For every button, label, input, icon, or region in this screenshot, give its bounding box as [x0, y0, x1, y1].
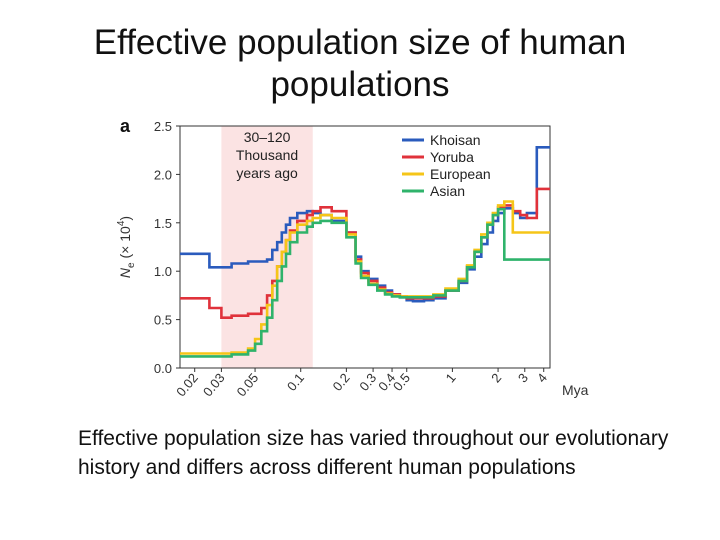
y-tick-label: 1.5 [154, 216, 172, 231]
plot-frame [179, 125, 551, 369]
y-axis-label: Ne (× 104) [116, 216, 137, 278]
x-axis-label: Mya [562, 382, 589, 398]
shaded-region-label: Thousand [236, 147, 298, 163]
population-size-chart: 30–120 Thousand years ago 0.0 0.5 1.0 1.5 2.0 2.… [116, 116, 589, 399]
x-tick-label: 1 [443, 370, 459, 385]
slide-caption: Effective population size has varied thr… [78, 427, 669, 479]
shaded-region-label: years ago [236, 165, 298, 181]
x-tick-label: 4 [534, 370, 550, 385]
x-tick-label: 0.05 [234, 370, 262, 399]
y-tick-label: 2.5 [154, 119, 172, 134]
x-tick-label: 0.5 [390, 370, 413, 393]
y-tick-label: 2.0 [154, 167, 172, 182]
x-tick-label: 0.2 [330, 370, 353, 393]
x-tick-label: 2 [488, 370, 504, 385]
slide-title: Effective population size of human popul… [93, 23, 627, 104]
x-tick-label: 0.03 [200, 370, 228, 399]
series-line-asian [180, 207, 550, 358]
legend-label-asian: Asian [430, 183, 465, 199]
legend-label-yoruba: Yoruba [430, 149, 474, 165]
legend-label-european: European [430, 166, 491, 182]
x-tick-label: 3 [515, 370, 531, 385]
y-tick-label: 1.0 [154, 264, 172, 279]
x-tick-label: 0.1 [284, 370, 307, 393]
shaded-region-label: 30–120 [244, 129, 291, 145]
legend-label-khoisan: Khoisan [430, 132, 481, 148]
y-tick-label: 0.0 [154, 361, 172, 376]
x-tick-label: 0.02 [173, 370, 201, 399]
panel-label: a [120, 116, 131, 136]
y-tick-label: 0.5 [154, 313, 172, 328]
